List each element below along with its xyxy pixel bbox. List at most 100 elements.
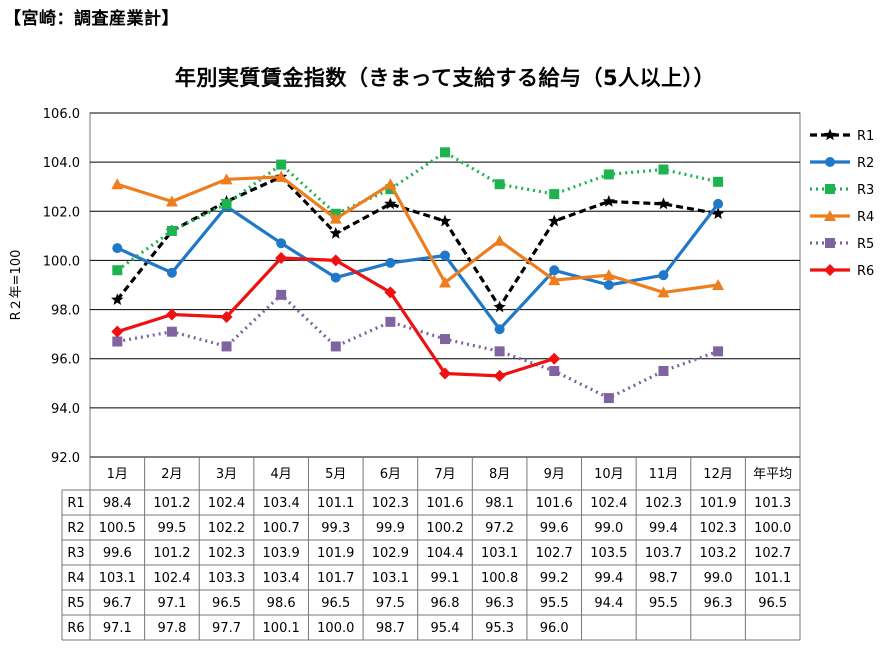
series-line-r1 (116, 175, 719, 309)
table-cell: 100.1 (263, 621, 300, 636)
data-point-r3 (658, 164, 669, 175)
table-cell: 103.2 (699, 546, 736, 561)
annual-header: 年平均 (753, 467, 792, 482)
data-point-r5 (166, 326, 177, 337)
data-point-r6 (220, 310, 233, 323)
table-cell: 102.4 (208, 496, 245, 511)
table-cell: 102.7 (536, 546, 573, 561)
table-cell: 103.1 (372, 571, 409, 586)
data-point-r3 (713, 176, 724, 187)
table-cell: 100.2 (426, 521, 463, 536)
table-cell: 99.2 (540, 571, 569, 586)
data-point-r1 (548, 214, 561, 227)
table-cell: 97.7 (212, 621, 241, 636)
chart-title: 年別実質賃金指数（きまって支給する給与（5人以上）） (174, 66, 716, 90)
legend-item: R1 (810, 128, 874, 144)
data-point-r4 (712, 279, 725, 290)
legend-label: R5 (857, 237, 874, 252)
table-row-label: R5 (67, 596, 84, 611)
data-point-r4 (220, 173, 233, 185)
table-cell: 99.4 (649, 521, 678, 536)
data-point-r4 (493, 234, 506, 246)
legend-marker (824, 210, 836, 221)
data-point-r6 (165, 308, 178, 321)
table-cell: 99.4 (594, 571, 623, 586)
table-cell: 97.8 (157, 621, 186, 636)
table-cell: 96.5 (758, 596, 787, 611)
legend-label: R4 (857, 210, 874, 225)
table-cell: 99.6 (103, 546, 132, 561)
data-point-r4 (548, 274, 561, 286)
data-point-r5 (549, 366, 560, 376)
table-cell: 96.5 (321, 596, 350, 611)
table-cell: 101.1 (317, 496, 354, 511)
table-cell: 100.5 (99, 521, 136, 536)
data-point-r6 (329, 254, 342, 267)
data-point-r1 (493, 300, 506, 313)
y-axis-ticks: 92.0 94.0 96.0 98.0 100.0 102.0 104.0 106.0 (43, 107, 80, 466)
table-cell: 97.1 (103, 621, 132, 636)
table-cell: 98.4 (103, 496, 132, 511)
series-r1 (111, 170, 725, 313)
series-r2 (112, 198, 724, 335)
series-layer (111, 147, 725, 404)
data-point-r3 (112, 265, 123, 276)
data-point-r5 (385, 316, 396, 327)
table-cell: 101.6 (536, 496, 573, 511)
series-line-r2 (116, 202, 720, 331)
table-row-label: R6 (67, 621, 84, 636)
table-cell: 100.0 (317, 621, 354, 636)
table-cell: 99.5 (157, 521, 186, 536)
table-cell: 101.1 (754, 571, 791, 586)
table-cell: 98.1 (485, 496, 514, 511)
table-row-label: R1 (67, 496, 84, 511)
legend-label: R6 (857, 264, 874, 279)
data-point-r1 (329, 226, 342, 239)
data-point-r6 (439, 367, 451, 380)
data-point-r6 (384, 286, 397, 299)
y-axis-label: R２年=100 (9, 250, 24, 321)
table-cell: 103.4 (263, 496, 300, 511)
table-cell: 96.3 (704, 596, 733, 611)
table-cell: 101.7 (317, 571, 354, 586)
data-point-r2 (276, 238, 287, 249)
data-point-r2 (385, 257, 396, 268)
y-tick-label: 92.0 (51, 451, 80, 466)
table-cell: 96.3 (485, 596, 514, 611)
table-cell: 94.4 (594, 596, 623, 611)
legend-item: R3 (810, 183, 874, 198)
series-line-r5 (117, 293, 719, 400)
data-point-r5 (494, 346, 505, 357)
data-point-r5 (440, 334, 450, 345)
table-cell: 95.4 (431, 621, 460, 636)
data-point-r1 (711, 207, 725, 219)
data-point-r3 (221, 198, 232, 209)
table-cell: 95.3 (485, 621, 514, 636)
table-cell: 102.3 (372, 496, 409, 511)
y-tick-label: 98.0 (51, 304, 80, 319)
legend-marker (825, 238, 835, 248)
series-line-r3 (116, 150, 719, 272)
table-cell: 98.6 (267, 596, 296, 611)
data-point-r2 (713, 198, 724, 209)
table-cell: 103.5 (590, 546, 627, 561)
data-point-r6 (111, 325, 124, 338)
data-point-r1 (602, 195, 615, 207)
table-cell: 99.1 (431, 571, 460, 586)
y-tick-label: 106.0 (43, 107, 80, 122)
y-tick-label: 102.0 (43, 205, 80, 220)
legend-item: R4 (810, 210, 874, 225)
data-point-r4 (657, 286, 670, 298)
table-cell: 102.3 (208, 546, 245, 561)
table-row-label: R3 (67, 546, 84, 561)
table-cell: 102.4 (153, 571, 190, 586)
data-point-r1 (438, 214, 452, 227)
table-cell: 104.4 (426, 546, 463, 561)
table-cell: 102.3 (699, 521, 736, 536)
data-point-r3 (603, 169, 614, 180)
table-cell: 102.4 (590, 496, 627, 511)
table-cell: 103.1 (481, 546, 518, 561)
table-cell: 100.7 (263, 521, 300, 536)
data-point-r4 (439, 276, 451, 288)
